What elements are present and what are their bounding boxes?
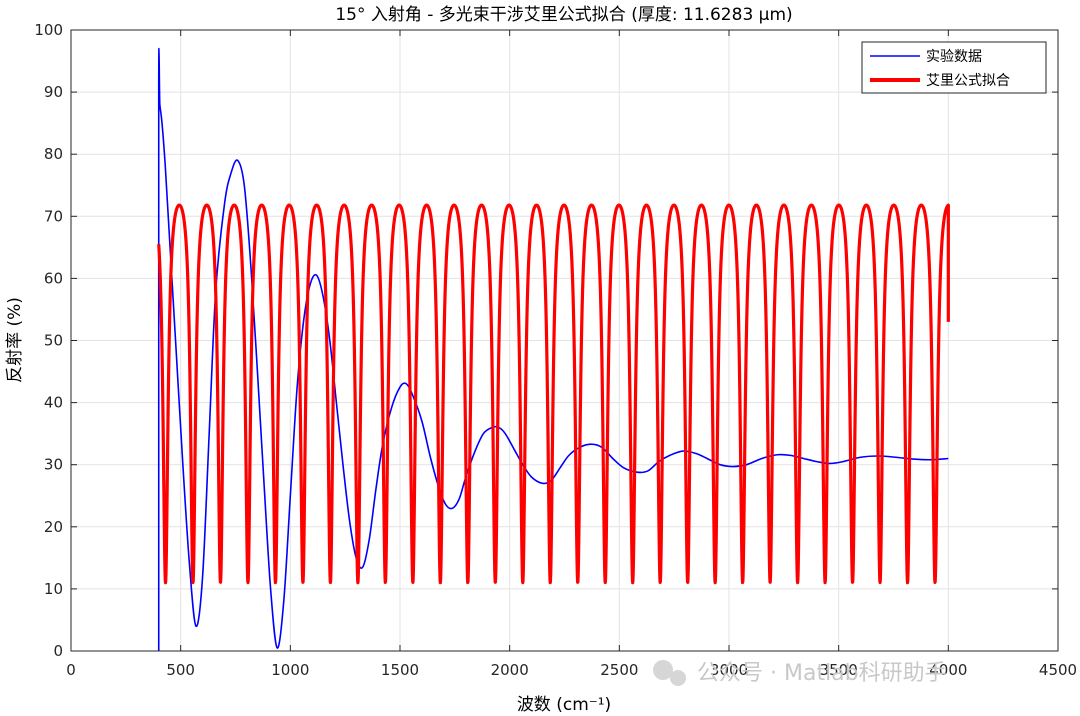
watermark: 公众号 · Matlab科研助手 <box>653 660 947 686</box>
y-tick-label: 50 <box>44 332 63 350</box>
x-tick-label: 500 <box>166 661 195 679</box>
y-axis-label: 反射率 (%) <box>5 297 25 383</box>
y-tick-label: 80 <box>44 145 63 163</box>
legend-label-airy-fit: 艾里公式拟合 <box>926 73 1010 89</box>
x-tick-label: 3000 <box>710 661 748 679</box>
legend-box <box>861 41 1047 94</box>
watermark-wechat-icon-small <box>670 670 686 686</box>
y-tick-label: 90 <box>44 83 63 101</box>
chart-title: 15° 入射角 - 多光束干涉艾里公式拟合 (厚度: 11.6283 μm) <box>335 5 792 25</box>
watermark-text: 公众号 · Matlab科研助手 <box>697 661 947 686</box>
x-tick-label: 0 <box>66 661 76 679</box>
y-tick-label: 70 <box>44 207 63 225</box>
x-tick-label: 1500 <box>381 661 419 679</box>
y-tick-label: 60 <box>44 269 63 287</box>
y-tick-label: 30 <box>44 456 63 474</box>
x-tick-label: 2000 <box>491 661 529 679</box>
y-tick-label: 100 <box>34 21 63 39</box>
x-tick-label: 1000 <box>271 661 309 679</box>
y-tick-label: 20 <box>44 518 63 536</box>
legend-label-experimental: 实验数据 <box>926 49 982 65</box>
watermark-wechat-icon <box>653 660 673 680</box>
x-tick-label: 3500 <box>820 661 858 679</box>
legend: 实验数据 艾里公式拟合 <box>861 41 1047 94</box>
series-layer <box>157 48 950 651</box>
y-tick-label: 40 <box>44 394 63 412</box>
y-tick-label: 0 <box>53 642 63 660</box>
x-tick-label: 4000 <box>929 661 967 679</box>
y-tick-label: 10 <box>44 580 63 598</box>
x-axis-label: 波数 (cm⁻¹) <box>517 695 611 715</box>
tick-layer: 0 500 1000 1500 2000 2500 3000 3500 4000 4500 0 10 2… <box>34 21 1077 679</box>
x-tick-label: 4500 <box>1039 661 1077 679</box>
series-line-airy-fit <box>157 203 950 585</box>
x-tick-label: 2500 <box>600 661 638 679</box>
